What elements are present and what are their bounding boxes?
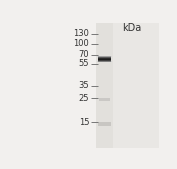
- Bar: [98, 60, 111, 61]
- Bar: [97, 61, 112, 62]
- Bar: [98, 57, 111, 58]
- Bar: [97, 61, 112, 62]
- Bar: [98, 59, 111, 60]
- Bar: [98, 61, 111, 62]
- Bar: [98, 56, 111, 57]
- Bar: [98, 58, 111, 59]
- Bar: [98, 60, 111, 61]
- Text: 55: 55: [79, 59, 89, 68]
- Bar: [98, 23, 159, 148]
- Bar: [98, 56, 111, 57]
- Text: 25: 25: [79, 94, 89, 103]
- Bar: [98, 58, 111, 59]
- Bar: [98, 122, 111, 126]
- Bar: [97, 61, 112, 62]
- Text: kDa: kDa: [122, 23, 141, 33]
- Bar: [98, 61, 111, 62]
- Text: 100: 100: [74, 39, 89, 48]
- Bar: [97, 56, 112, 57]
- Bar: [98, 59, 111, 60]
- Text: 15: 15: [79, 118, 89, 127]
- Bar: [98, 56, 111, 57]
- Bar: [98, 61, 111, 62]
- Bar: [98, 59, 111, 60]
- Bar: [98, 61, 111, 62]
- Bar: [98, 61, 111, 62]
- Bar: [98, 57, 111, 58]
- Bar: [98, 57, 111, 58]
- Text: 70: 70: [79, 50, 89, 59]
- Bar: [99, 99, 110, 101]
- Bar: [97, 56, 112, 57]
- Bar: [98, 57, 111, 58]
- Bar: [98, 60, 111, 61]
- Bar: [97, 56, 112, 57]
- Text: 130: 130: [73, 29, 89, 38]
- Bar: [98, 58, 111, 59]
- Bar: [96, 23, 113, 148]
- Text: 35: 35: [79, 81, 89, 90]
- Bar: [98, 58, 111, 59]
